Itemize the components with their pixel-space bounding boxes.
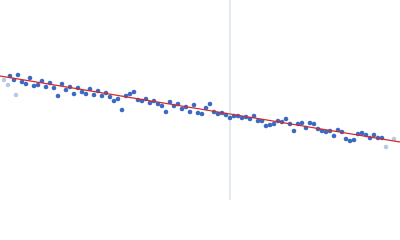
data-point xyxy=(147,100,153,106)
data-point xyxy=(51,85,57,91)
chart xyxy=(0,0,400,200)
data-point xyxy=(227,115,233,121)
data-point xyxy=(291,128,297,134)
data-point xyxy=(347,138,353,144)
data-point xyxy=(91,92,97,98)
data-point xyxy=(239,115,245,121)
data-point xyxy=(179,106,185,112)
data-point xyxy=(83,91,89,97)
data-point xyxy=(207,101,213,107)
data-point xyxy=(159,103,165,109)
data-point xyxy=(127,91,133,97)
data-point xyxy=(31,83,37,89)
data-point xyxy=(131,89,137,95)
data-point xyxy=(19,79,25,85)
data-point xyxy=(115,96,121,102)
data-point xyxy=(43,84,49,90)
data-point xyxy=(311,121,317,127)
data-point xyxy=(167,99,173,105)
data-point xyxy=(195,110,201,116)
data-point xyxy=(63,87,69,93)
data-point xyxy=(351,137,357,143)
data-point xyxy=(343,136,349,142)
data-point xyxy=(23,81,29,87)
data-point xyxy=(267,122,273,128)
data-point xyxy=(203,105,209,111)
data-point xyxy=(271,121,277,127)
data-point xyxy=(371,132,377,138)
data-point xyxy=(283,116,289,122)
data-point xyxy=(255,118,261,124)
data-point xyxy=(111,98,117,104)
data-point xyxy=(13,92,19,98)
data-point xyxy=(187,109,193,115)
data-point xyxy=(55,93,61,99)
data-point xyxy=(27,75,33,81)
data-point xyxy=(79,89,85,95)
data-point xyxy=(99,93,105,99)
data-point xyxy=(307,120,313,126)
data-point xyxy=(5,82,11,88)
fit-line xyxy=(0,75,400,143)
data-point xyxy=(1,77,7,83)
data-point xyxy=(35,82,41,88)
data-point xyxy=(59,81,65,87)
data-point xyxy=(263,123,269,129)
data-point xyxy=(391,136,397,142)
data-point xyxy=(107,94,113,100)
data-point xyxy=(199,111,205,117)
data-point xyxy=(119,107,125,113)
data-point xyxy=(15,72,21,78)
data-point xyxy=(359,130,365,136)
data-point xyxy=(191,102,197,108)
data-point xyxy=(163,109,169,115)
data-point xyxy=(71,91,77,97)
data-point xyxy=(323,129,329,135)
data-point xyxy=(331,133,337,139)
data-point xyxy=(215,111,221,117)
data-point xyxy=(383,144,389,150)
data-point xyxy=(299,120,305,126)
